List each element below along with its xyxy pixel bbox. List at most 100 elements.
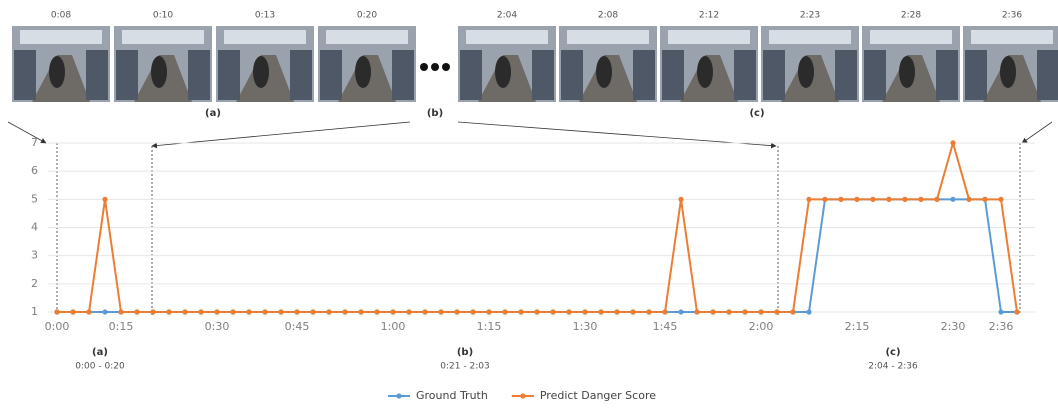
- segment-label: (b): [457, 347, 473, 358]
- point: [614, 309, 619, 314]
- point: [710, 309, 715, 314]
- connectors: [8, 122, 1052, 315]
- frame-window: [122, 30, 204, 44]
- point: [502, 309, 507, 314]
- figure: (a) (b) (c) 0:080:100:130:202:042:082:12…: [0, 0, 1058, 408]
- point: [134, 309, 139, 314]
- frame-window: [326, 30, 408, 44]
- frame-seats: [392, 50, 414, 100]
- point: [918, 197, 923, 202]
- frame-seats: [662, 50, 684, 100]
- x-tick-label: 0:15: [109, 320, 134, 333]
- x-tick-label: 2:00: [749, 320, 774, 333]
- legend-label: Ground Truth: [416, 389, 488, 402]
- point: [806, 309, 811, 314]
- frame-seats: [561, 50, 583, 100]
- point: [390, 309, 395, 314]
- point: [678, 197, 683, 202]
- point: [550, 309, 555, 314]
- frame-seats: [86, 50, 108, 100]
- frame-person: [596, 56, 612, 88]
- frame-seats: [763, 50, 785, 100]
- point: [950, 140, 955, 145]
- legend-marker: [396, 393, 401, 398]
- point: [838, 197, 843, 202]
- segment-label: (c): [885, 347, 900, 358]
- point: [742, 309, 747, 314]
- frame-time: 2:04: [497, 11, 517, 21]
- frame-person: [495, 56, 511, 88]
- x-tick-label: 2:30: [941, 320, 966, 333]
- x-tick-label: 1:00: [381, 320, 406, 333]
- point: [902, 197, 907, 202]
- video-frame: [862, 26, 960, 102]
- frame-person: [899, 56, 915, 88]
- frame-person: [1000, 56, 1016, 88]
- point: [646, 309, 651, 314]
- group-label: (a): [205, 108, 221, 119]
- frame-window: [466, 30, 548, 44]
- point: [406, 309, 411, 314]
- frame-time: 0:20: [357, 11, 377, 21]
- point: [662, 309, 667, 314]
- point: [438, 309, 443, 314]
- frame-seats: [936, 50, 958, 100]
- frame-person: [253, 56, 269, 88]
- y-tick-label: 7: [31, 136, 38, 149]
- point: [342, 309, 347, 314]
- point: [166, 309, 171, 314]
- frame-seats: [290, 50, 312, 100]
- point: [358, 309, 363, 314]
- point: [886, 197, 891, 202]
- point: [694, 309, 699, 314]
- y-tick-label: 6: [31, 164, 38, 177]
- point: [310, 309, 315, 314]
- point: [630, 309, 635, 314]
- video-frame: [12, 26, 110, 102]
- point: [230, 309, 235, 314]
- x-tick-label: 0:45: [285, 320, 310, 333]
- point: [950, 197, 955, 202]
- frame-seats: [320, 50, 342, 100]
- point: [582, 309, 587, 314]
- frame-seats: [218, 50, 240, 100]
- point: [214, 309, 219, 314]
- frame-time: 2:23: [800, 11, 820, 21]
- frame-seats: [116, 50, 138, 100]
- frame-time: 2:08: [598, 11, 618, 21]
- frame-seats: [188, 50, 210, 100]
- segment-range: 0:00 - 0:20: [75, 362, 125, 372]
- video-frame: [458, 26, 556, 102]
- y-tick-label: 5: [31, 192, 38, 205]
- point: [598, 309, 603, 314]
- point: [470, 309, 475, 314]
- point: [566, 309, 571, 314]
- point: [758, 309, 763, 314]
- point: [182, 309, 187, 314]
- frame-window: [870, 30, 952, 44]
- point: [486, 309, 491, 314]
- point: [118, 309, 123, 314]
- frame-person: [798, 56, 814, 88]
- point: [966, 197, 971, 202]
- point: [998, 309, 1003, 314]
- point: [998, 197, 1003, 202]
- y-tick-label: 4: [31, 221, 38, 234]
- frame-time: 0:08: [51, 11, 71, 21]
- frame-person: [49, 56, 65, 88]
- segment-range: 0:21 - 2:03: [440, 362, 489, 372]
- point: [102, 197, 107, 202]
- point: [806, 197, 811, 202]
- video-frame: [761, 26, 859, 102]
- frame-seats: [835, 50, 857, 100]
- frame-person: [151, 56, 167, 88]
- frame-time: 2:12: [699, 11, 719, 21]
- frame-time: 0:10: [153, 11, 173, 21]
- frame-seats: [965, 50, 987, 100]
- point: [518, 309, 523, 314]
- point: [1014, 309, 1019, 314]
- point: [534, 309, 539, 314]
- point: [870, 197, 875, 202]
- video-frame: [660, 26, 758, 102]
- y-tick-label: 3: [31, 249, 38, 262]
